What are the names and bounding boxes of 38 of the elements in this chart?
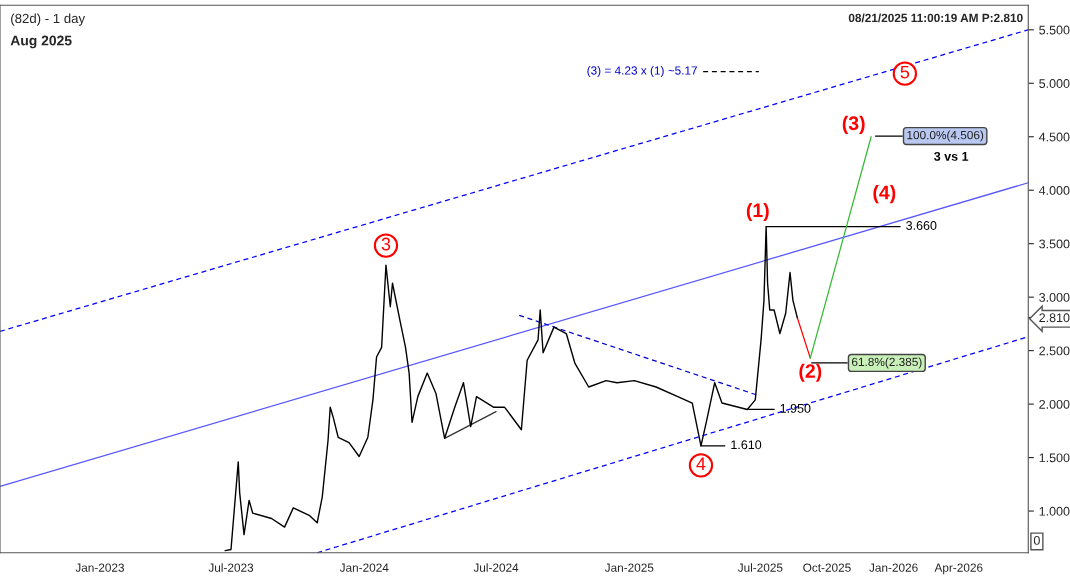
- y-tick-label: 3.500: [1039, 239, 1070, 249]
- x-tick-label: Oct-2025: [803, 563, 851, 572]
- annotation: 3.660: [906, 221, 937, 230]
- annotation: (2): [799, 363, 822, 382]
- annotation: (3) = 4.23 x (1) ~5.17: [587, 66, 697, 77]
- x-tick-label: Apr-2026: [934, 563, 983, 575]
- annotation: 3: [381, 237, 391, 251]
- annotation: (4): [873, 185, 896, 204]
- annotation: 5: [900, 65, 910, 79]
- y-tick-label: 1.000: [1039, 506, 1070, 516]
- y-tick-label: 4.500: [1038, 132, 1070, 142]
- y-tick-label: 5.000: [1039, 79, 1070, 88]
- x-tick-label: Jul-2025: [737, 563, 783, 572]
- y-tick-label: 3.000: [1039, 292, 1070, 302]
- annotation: 61.8%(2.385): [852, 357, 922, 369]
- text: (82d) - 1 day: [11, 13, 86, 26]
- text: 0: [1033, 535, 1040, 545]
- annotation: 3 vs 1: [934, 151, 969, 161]
- y-tick-label: 4.000: [1038, 186, 1070, 195]
- annotation: 100.0%(4.506): [907, 130, 984, 142]
- annotation: 1.950: [780, 403, 811, 413]
- annotation: (1): [746, 202, 769, 222]
- y-tick-label: 2.810: [1039, 313, 1070, 323]
- annotation: 4: [696, 457, 706, 471]
- y-tick-label: 5.500: [1039, 25, 1070, 35]
- x-tick-label: Jan-2025: [604, 563, 654, 572]
- x-tick-label: Jan-2023: [75, 563, 125, 572]
- annotation: 1.610: [731, 440, 762, 450]
- x-tick-label: Jul-2024: [473, 563, 519, 572]
- annotation: 08/21/2025 11:00:19 AM P:2.810: [848, 13, 1023, 23]
- annotation: (3): [842, 115, 865, 134]
- x-tick-label: Jan-2024: [339, 563, 389, 572]
- text: Aug 2025: [10, 35, 72, 49]
- x-tick-label: Jan-2026: [869, 563, 918, 572]
- y-tick-label: 1.500: [1039, 453, 1070, 463]
- x-tick-label: Jul-2023: [208, 563, 254, 572]
- y-tick-label: 2.000: [1039, 399, 1070, 409]
- y-tick-label: 2.500: [1039, 346, 1070, 356]
